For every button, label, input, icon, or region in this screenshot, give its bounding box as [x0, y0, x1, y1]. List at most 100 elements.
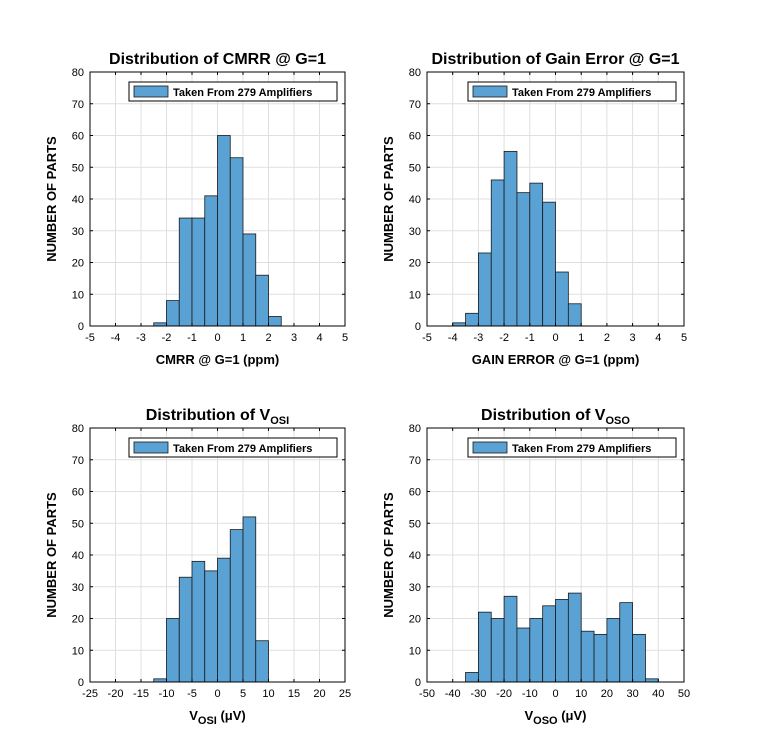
y-axis-label: NUMBER OF PARTS: [44, 136, 59, 262]
x-axis-label-unit: (μV): [558, 708, 587, 723]
legend-label: Taken From 279 Amplifiers: [173, 87, 312, 99]
x-axis-label-main: V: [189, 708, 198, 723]
y-tick-label: 80: [409, 423, 421, 435]
y-tick-label: 10: [409, 645, 421, 657]
x-axis-label-main: CMRR @ G=1 (ppm): [156, 352, 280, 367]
y-tick-label: 30: [72, 582, 84, 594]
y-tick-label: 70: [409, 99, 421, 111]
x-axis-label-unit: (μV): [217, 708, 246, 723]
y-tick-label: 40: [72, 194, 84, 206]
x-axis-label-main: GAIN ERROR @ G=1 (ppm): [472, 352, 640, 367]
y-tick-label: 50: [72, 162, 84, 174]
legend-swatch: [472, 441, 508, 454]
histogram-bar: [529, 182, 544, 327]
x-tick-label: -10: [522, 688, 538, 700]
y-tick-label: 80: [409, 67, 421, 79]
histogram-bar: [503, 595, 518, 683]
legend-label: Taken From 279 Amplifiers: [512, 443, 651, 455]
x-axis-label: VOSI (μV): [189, 708, 246, 727]
y-tick-label: 20: [409, 614, 421, 626]
y-tick-label: 20: [72, 258, 84, 270]
x-tick-label: 5: [342, 332, 348, 344]
histogram-bar: [516, 192, 531, 327]
chart-title-subscript: OSI: [270, 415, 289, 427]
y-tick-label: 10: [72, 645, 84, 657]
x-tick-label: 0: [214, 688, 220, 700]
histogram-bar: [191, 217, 206, 327]
x-tick-label: -15: [133, 688, 149, 700]
x-tick-label: 15: [288, 688, 300, 700]
legend-label: Taken From 279 Amplifiers: [512, 87, 651, 99]
histogram-bar: [465, 312, 479, 327]
histogram-bar: [542, 605, 556, 683]
chart-panel-4: -50 -40 -30 -20 -10 0 10 20 30 40 50 0 10 20 30 40 50 60 7…: [381, 407, 690, 727]
y-tick-label: 70: [72, 99, 84, 111]
histogram-bar: [166, 300, 180, 327]
x-tick-label: 1: [578, 332, 584, 344]
x-tick-label: 0: [552, 688, 558, 700]
histogram-bar: [555, 271, 569, 327]
y-tick-label: 80: [72, 67, 84, 79]
y-tick-label: 70: [409, 455, 421, 467]
x-tick-label: 20: [601, 688, 613, 700]
x-tick-label: -4: [448, 332, 458, 344]
x-tick-label: -5: [422, 332, 432, 344]
histogram-bar: [178, 217, 193, 327]
x-tick-label: 0: [214, 332, 220, 344]
histogram-bar: [567, 303, 582, 327]
x-tick-label: 4: [655, 332, 661, 344]
histogram-bar: [606, 618, 621, 683]
x-tick-label: -20: [496, 688, 512, 700]
y-tick-label: 60: [72, 487, 84, 499]
histogram-bar: [567, 592, 582, 683]
y-tick-label: 30: [409, 226, 421, 238]
histogram-bar: [580, 630, 595, 683]
histogram-bar: [255, 640, 269, 683]
x-tick-label: 25: [339, 688, 351, 700]
y-tick-label: 40: [409, 194, 421, 206]
legend-label: Taken From 279 Amplifiers: [173, 443, 312, 455]
x-tick-label: 50: [678, 688, 690, 700]
x-tick-label: -2: [162, 332, 172, 344]
histogram-bar: [191, 560, 206, 683]
y-tick-label: 30: [72, 226, 84, 238]
legend-swatch: [133, 441, 169, 454]
x-tick-label: 2: [604, 332, 610, 344]
x-tick-label: 5: [681, 332, 687, 344]
x-tick-label: -3: [474, 332, 484, 344]
x-tick-label: 5: [240, 688, 246, 700]
x-tick-label: -25: [82, 688, 98, 700]
y-tick-label: 10: [409, 289, 421, 301]
legend-swatch: [472, 85, 508, 98]
legend-box: [467, 81, 677, 102]
x-tick-label: 4: [316, 332, 322, 344]
histogram-bar: [490, 179, 505, 327]
x-axis-label-main: V: [524, 708, 533, 723]
x-tick-label: -50: [419, 688, 435, 700]
y-tick-label: 60: [409, 487, 421, 499]
chart-title-subscript: OSO: [605, 415, 630, 427]
x-axis-label: GAIN ERROR @ G=1 (ppm): [472, 352, 640, 367]
x-tick-label: 3: [291, 332, 297, 344]
y-tick-label: 60: [409, 131, 421, 143]
y-tick-label: 10: [72, 289, 84, 301]
x-tick-label: -40: [445, 688, 461, 700]
x-tick-label: -1: [187, 332, 197, 344]
histogram-bar: [516, 627, 531, 683]
y-tick-label: 50: [72, 518, 84, 530]
x-axis-label: CMRR @ G=1 (ppm): [156, 352, 280, 367]
y-tick-label: 0: [78, 321, 84, 333]
x-tick-label: -2: [499, 332, 509, 344]
chart-title: Distribution of VOSO: [481, 407, 630, 427]
x-tick-label: 30: [626, 688, 638, 700]
chart-panel-3: -25 -20 -15 -10 -5 0 5 10 15 20 25 0 10 20 30 40 50 60 70 8…: [44, 407, 351, 727]
histogram-bar: [178, 576, 193, 683]
y-tick-label: 40: [72, 550, 84, 562]
chart-panel-2: -5 -4 -3 -2 -1 0 1 2 3 4 501020304050607080Distrib…: [381, 51, 687, 367]
legend-swatch: [133, 85, 169, 98]
x-tick-label: 3: [630, 332, 636, 344]
x-tick-label: 40: [652, 688, 664, 700]
x-axis-label-subscript: OSO: [533, 715, 558, 727]
x-axis-label: VOSO (μV): [524, 708, 586, 727]
